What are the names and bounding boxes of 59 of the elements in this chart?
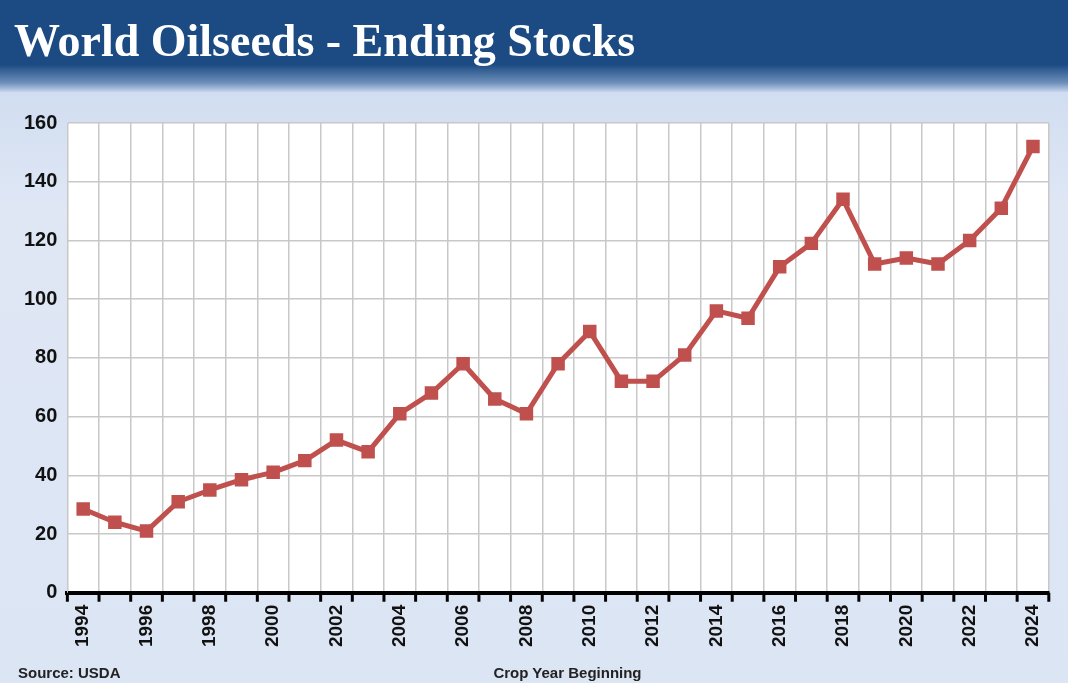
point	[836, 192, 850, 207]
point	[583, 324, 597, 339]
point	[266, 465, 280, 480]
point	[488, 392, 502, 406]
point	[551, 357, 565, 371]
point	[329, 433, 344, 447]
point	[741, 311, 755, 325]
source-note: Source: USDA	[18, 664, 121, 681]
x-tick-label: 1996	[134, 604, 156, 648]
y-tick-label: 140	[23, 169, 58, 192]
point	[1026, 139, 1040, 154]
y-tick-label: 0	[46, 580, 58, 603]
point	[709, 304, 724, 318]
point	[677, 348, 692, 362]
point	[234, 472, 249, 487]
y-tick-label: 100	[23, 286, 58, 309]
point	[361, 445, 375, 459]
point	[203, 483, 217, 497]
point	[899, 251, 914, 265]
x-tick-label: 2016	[767, 604, 789, 648]
point	[139, 524, 154, 538]
x-tick-label: 2002	[324, 604, 346, 648]
point	[298, 453, 312, 468]
x-tick-label: 2012	[641, 604, 663, 648]
point	[424, 386, 439, 400]
point	[646, 374, 660, 389]
point	[962, 233, 977, 248]
point	[614, 374, 629, 389]
y-tick-label: 40	[35, 462, 58, 485]
point	[994, 201, 1009, 215]
y-tick-label: 60	[35, 404, 58, 427]
point	[804, 236, 819, 251]
x-tick-label: 2000	[261, 604, 283, 648]
x-tick-label: 2010	[577, 604, 599, 648]
y-tick-label: 120	[23, 227, 58, 250]
y-tick-label: 160	[23, 110, 58, 133]
x-tick-label: 2020	[894, 604, 916, 648]
y-tick-label: 80	[35, 345, 58, 368]
x-axis-title: Crop Year Beginning	[493, 664, 642, 681]
x-tick-label: 1998	[198, 604, 220, 648]
point	[456, 357, 470, 371]
x-tick-label: 2004	[388, 604, 410, 648]
x-tick-label: 2018	[831, 604, 853, 648]
point	[519, 406, 534, 421]
point	[76, 502, 90, 516]
x-tick-label: 2014	[704, 604, 726, 648]
point	[108, 515, 122, 530]
x-tick-label: 2006	[451, 604, 473, 648]
y-tick-label: 20	[35, 521, 58, 544]
point	[867, 257, 882, 271]
x-tick-label: 2008	[514, 604, 536, 648]
x-tick-label: 1994	[71, 604, 93, 648]
x-tick-label: 2024	[1021, 604, 1043, 648]
chart-title: World Oilseeds - Ending Stocks	[0, 0, 1068, 92]
x-tick-label: 2022	[957, 604, 979, 648]
point	[772, 260, 787, 274]
point	[171, 494, 185, 509]
point	[393, 406, 407, 421]
point	[931, 257, 945, 271]
